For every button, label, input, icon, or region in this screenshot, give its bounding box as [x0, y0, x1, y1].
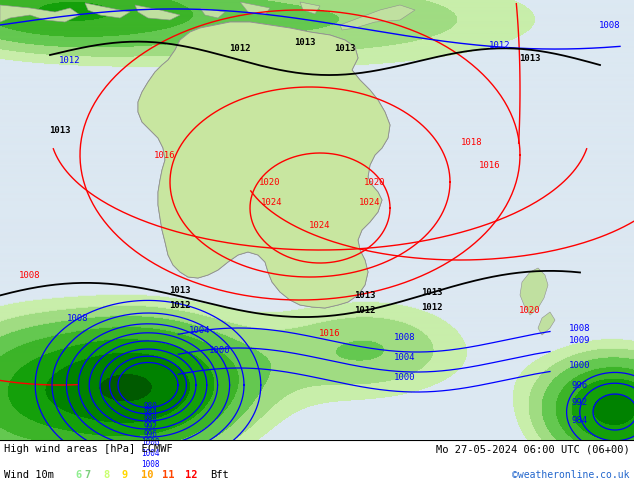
Text: 1020: 1020	[519, 305, 541, 315]
Text: 1008: 1008	[569, 323, 591, 333]
Polygon shape	[138, 22, 390, 308]
Text: 1024: 1024	[261, 197, 283, 206]
Text: 984: 984	[572, 416, 588, 424]
Polygon shape	[300, 2, 320, 14]
Text: 1000: 1000	[141, 439, 159, 447]
Polygon shape	[0, 5, 80, 22]
Text: 1016: 1016	[320, 328, 340, 338]
Text: 1012: 1012	[421, 302, 443, 312]
Text: 1020: 1020	[259, 177, 281, 187]
Polygon shape	[135, 5, 180, 20]
Text: 1018: 1018	[462, 138, 482, 147]
Text: 6: 6	[75, 470, 81, 480]
Text: 992: 992	[572, 397, 588, 407]
Text: 1012: 1012	[59, 55, 81, 65]
Text: 1013: 1013	[334, 44, 356, 52]
Text: 1020: 1020	[365, 177, 385, 187]
Text: 1016: 1016	[479, 161, 501, 170]
Text: High wind areas [hPa] ECMWF: High wind areas [hPa] ECMWF	[4, 444, 172, 454]
Text: 1008: 1008	[67, 314, 89, 322]
Text: 1024: 1024	[359, 197, 381, 206]
Text: Bft: Bft	[210, 470, 229, 480]
Text: 1013: 1013	[49, 125, 71, 135]
Text: 996: 996	[572, 381, 588, 390]
Text: 980: 980	[143, 402, 157, 411]
Polygon shape	[538, 312, 555, 335]
Text: 1013: 1013	[354, 291, 376, 299]
Polygon shape	[340, 5, 415, 30]
Text: 1004: 1004	[190, 325, 210, 335]
Text: 1024: 1024	[309, 220, 331, 229]
Text: 9: 9	[122, 470, 128, 480]
Text: 996: 996	[143, 430, 157, 439]
Text: 10: 10	[141, 470, 153, 480]
Text: 984: 984	[143, 408, 157, 416]
Text: 1004: 1004	[394, 352, 416, 362]
Polygon shape	[240, 2, 270, 15]
Text: 1013: 1013	[169, 286, 191, 294]
Text: 1008: 1008	[599, 21, 621, 29]
Text: 992: 992	[143, 422, 157, 431]
Text: Wind 10m: Wind 10m	[4, 470, 54, 480]
Text: 1016: 1016	[154, 150, 176, 160]
Text: 1008: 1008	[394, 333, 416, 342]
Polygon shape	[200, 8, 225, 18]
Polygon shape	[138, 22, 390, 308]
Text: 11: 11	[162, 470, 174, 480]
Text: 1000: 1000	[569, 361, 591, 369]
Text: 1008: 1008	[19, 270, 41, 279]
Text: 1012: 1012	[354, 305, 376, 315]
Text: 1004: 1004	[141, 448, 159, 458]
Text: 1000: 1000	[394, 372, 416, 382]
Text: 988: 988	[143, 415, 157, 423]
Text: 7: 7	[84, 470, 90, 480]
Text: 1013: 1013	[519, 53, 541, 63]
Text: 1012: 1012	[230, 44, 251, 52]
Text: 1013: 1013	[421, 288, 443, 296]
Text: ©weatheronline.co.uk: ©weatheronline.co.uk	[512, 470, 630, 480]
Text: 12: 12	[185, 470, 198, 480]
Text: 1012: 1012	[169, 300, 191, 310]
Text: 1012: 1012	[489, 41, 511, 49]
Text: 1000: 1000	[209, 345, 231, 355]
Text: 8: 8	[103, 470, 109, 480]
Polygon shape	[85, 3, 130, 18]
Text: 1009: 1009	[569, 336, 591, 344]
Text: Mo 27-05-2024 06:00 UTC (06+00): Mo 27-05-2024 06:00 UTC (06+00)	[436, 444, 630, 454]
Text: 1008: 1008	[141, 461, 159, 469]
Polygon shape	[520, 268, 548, 315]
Text: 1013: 1013	[294, 38, 316, 47]
